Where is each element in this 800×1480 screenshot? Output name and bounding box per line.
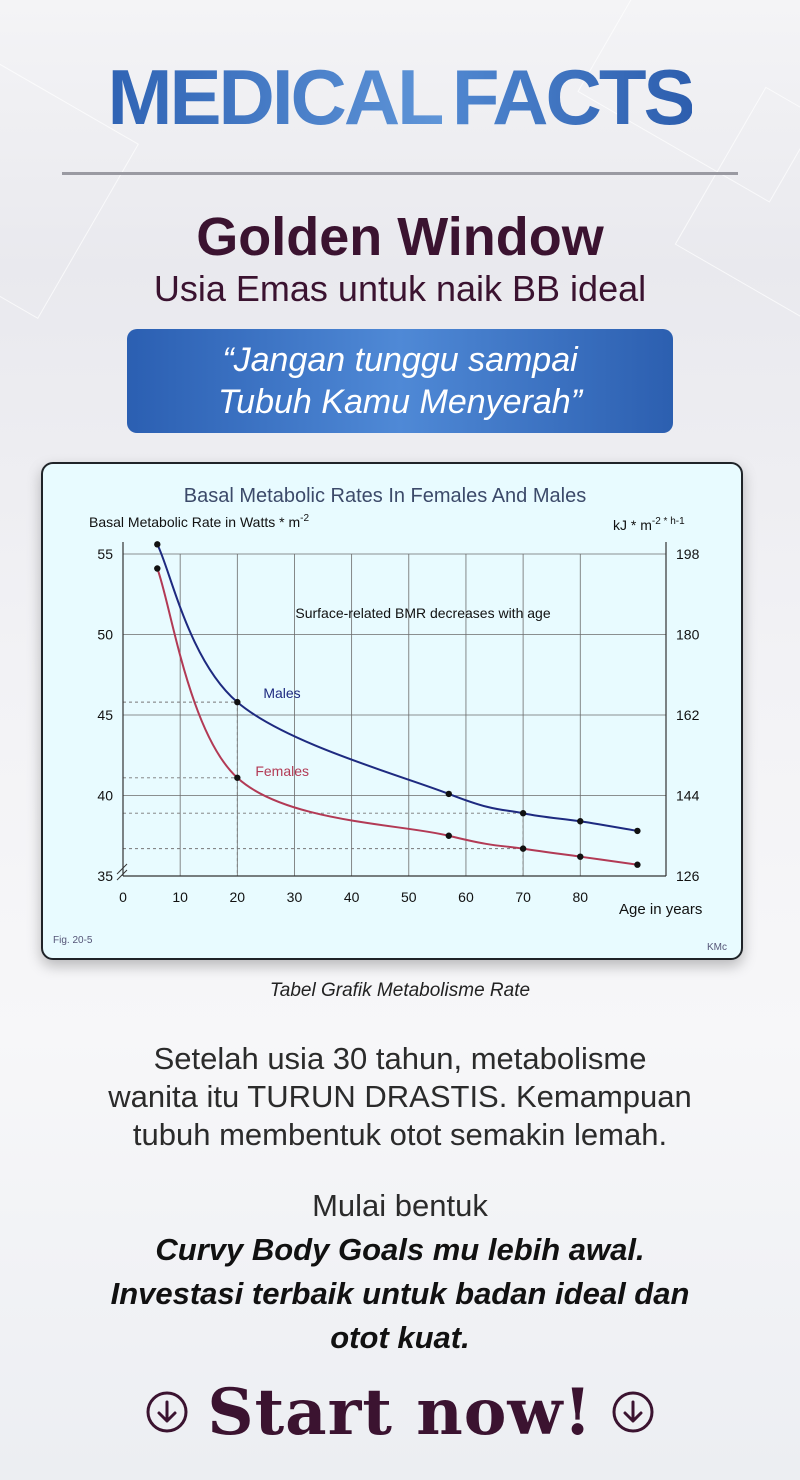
page-title: Golden Window	[196, 207, 604, 267]
chart-y-tick-label: 55	[97, 546, 113, 562]
chart-point-males	[154, 541, 161, 548]
body-line-1: Setelah usia 30 tahun, metabolisme	[153, 1041, 647, 1076]
chart-y2-axis-label-sup: -2 * h-1	[652, 516, 685, 527]
bmr-chart-card: Basal Metabolic Rates In Females And Mal…	[41, 462, 743, 960]
chart-reference-lines	[123, 701, 524, 876]
chart-y2-axis-label: kJ * m-2 * h-1	[613, 516, 685, 533]
chart-x-tick-label: 70	[515, 889, 531, 905]
chart-x-tick-label: 40	[344, 889, 360, 905]
chart-point-females	[234, 774, 241, 781]
chart-y2-tick-label: 162	[676, 707, 700, 723]
chart-fig-label: Fig. 20-5	[53, 935, 93, 946]
chart-y-tick-label: 50	[97, 627, 113, 643]
chart-point-males	[519, 810, 527, 817]
chart-axis-break	[116, 869, 128, 881]
chart-y2-tick-label: 180	[676, 627, 700, 643]
chart-point-males	[577, 818, 584, 825]
quote-line-1: “Jangan tunggu sampai	[222, 341, 578, 379]
chart-point-males	[634, 827, 641, 835]
chart-axes	[116, 542, 667, 881]
chart-point-females	[577, 853, 584, 860]
headline: MEDICAL FACTS	[0, 52, 800, 143]
start-now-button[interactable]: Start now!	[0, 1372, 800, 1452]
chart-y2-tick-label: 126	[676, 868, 700, 884]
chart-point-males	[234, 698, 241, 706]
chart-caption: Tabel Grafik Metabolisme Rate	[269, 980, 531, 1001]
chart-line-males	[156, 543, 638, 832]
body-line-3: tubuh membentuk otot semakin lemah.	[132, 1117, 668, 1152]
chart-x-tick-label: 30	[287, 889, 303, 905]
chart-x-tick-label: 60	[458, 889, 474, 905]
chart-x-tick-label: 10	[172, 889, 188, 905]
quote-banner: “Jangan tunggu sampai Tubuh Kamu Menyera…	[127, 329, 673, 433]
chart-point-females	[519, 845, 527, 852]
chart-x-tick-label: 0	[119, 889, 127, 905]
chart-title: Basal Metabolic Rates In Females And Mal…	[184, 485, 586, 507]
chart-annotation: Surface-related BMR decreases with age	[295, 605, 550, 621]
cta-bold-line-2: Investasi terbaik untuk badan ideal dan	[110, 1276, 690, 1311]
chart-y-tick-label: 45	[97, 707, 113, 723]
chart-grid	[123, 553, 666, 876]
divider	[62, 172, 738, 175]
bmr-chart: Basal Metabolic Rates In Females And Mal…	[53, 485, 727, 953]
chart-tick-labels: 0 10 20 30 40 50 60 70 80 55 198 50 180 45 162 40 144 35 1…	[97, 546, 699, 905]
cta-bold-line-1: Curvy Body Goals mu lebih awal.	[155, 1232, 645, 1267]
chart-axis-break	[116, 863, 128, 875]
quote-line-2: Tubuh Kamu Menyerah”	[217, 383, 583, 421]
chart-x-tick-label: 50	[401, 889, 417, 905]
chart-y-tick-label: 40	[97, 788, 113, 804]
chart-x-tick-label: 20	[230, 889, 246, 905]
chart-y-axis-label-sup: -2	[300, 513, 309, 524]
chart-x-tick-label: 80	[572, 889, 588, 905]
headline-word2: FACTS	[451, 53, 696, 141]
chart-point-females	[634, 861, 641, 868]
chart-y2-tick-label: 144	[676, 788, 700, 804]
start-now-label: Start now!	[207, 1374, 593, 1450]
headline-word1: MEDICAL	[107, 53, 445, 141]
chart-point-females	[445, 832, 452, 839]
cta-lead-text: Mulai bentuk	[312, 1188, 488, 1223]
cta-bold-line-3: otot kuat.	[330, 1320, 470, 1355]
chart-y-tick-label: 35	[97, 868, 113, 884]
chart-x-axis-label: Age in years	[619, 901, 702, 918]
chart-credit: KMc	[707, 942, 727, 953]
chart-y2-axis-label-text: kJ * m	[613, 517, 652, 533]
body-paragraph: Setelah usia 30 tahun, metabolisme wanit…	[40, 1040, 760, 1154]
chart-series-label-females: Females	[255, 763, 309, 779]
chart-series: Males Females	[154, 541, 641, 868]
body-line-2: wanita itu TURUN DRASTIS. Kemampuan	[108, 1079, 692, 1114]
chart-series-label-males: Males	[263, 685, 300, 701]
chart-y2-tick-label: 198	[676, 546, 700, 562]
cta-bold-text: Curvy Body Goals mu lebih awal. Investas…	[40, 1228, 760, 1360]
chart-point-females	[154, 565, 161, 572]
chart-point-males	[445, 790, 452, 798]
arrow-down-circle-icon	[612, 1391, 654, 1433]
arrow-down-circle-icon	[146, 1391, 188, 1433]
page-subtitle: Usia Emas untuk naik BB ideal	[153, 268, 647, 309]
chart-y-axis-label: Basal Metabolic Rate in Watts * m-2	[89, 513, 309, 530]
chart-y-axis-label-text: Basal Metabolic Rate in Watts * m	[89, 514, 300, 530]
